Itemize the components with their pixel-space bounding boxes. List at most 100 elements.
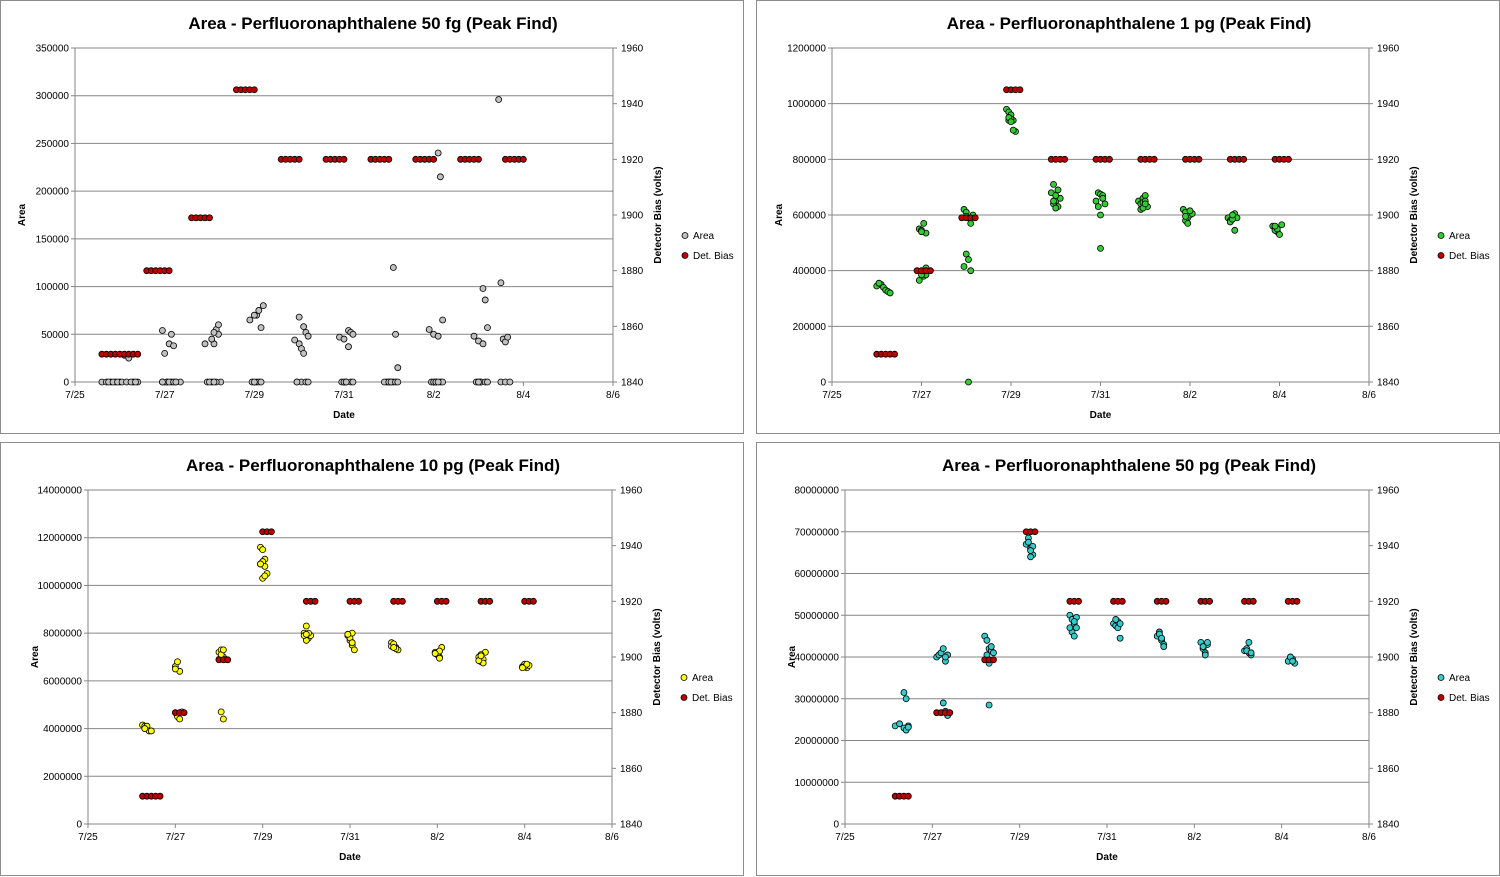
y-axis-label: Area [774,203,785,226]
chart-svg-50fg: Area - Perfluoronaphthalene 50 fg (Peak … [17,14,734,421]
y-tick-label: 1000000 [787,99,826,110]
x-axis-label: Date [333,410,355,421]
area-point [960,263,968,270]
area-point [1289,657,1296,665]
y-tick-label: 600000 [793,211,827,222]
y2-tick-label: 1960 [621,44,644,55]
y2-tick-label: 1840 [620,820,643,831]
x-tick-label: 8/2 [430,832,444,843]
area-point [215,321,222,329]
y2-axis-label: Detector Bias (volts) [1409,608,1420,705]
det-bias-point [165,267,173,275]
det-bias-point [486,597,494,605]
y2-tick-label: 1940 [1377,541,1400,552]
area-point [983,636,991,644]
area-point [340,335,348,343]
area-point [141,725,149,732]
area-point [304,332,312,340]
x-tick-label: 7/31 [334,390,354,401]
area-point [965,256,972,263]
x-tick-label: 8/2 [427,390,441,401]
area-point [1024,538,1032,546]
det-bias-point [1075,597,1083,605]
area-point [896,720,903,728]
area-point [291,336,299,344]
legend-marker [1437,674,1445,681]
area-point [345,343,352,351]
y2-tick-label: 1940 [1377,99,1400,110]
y-axis-label: Area [787,645,798,668]
area-point [1101,200,1109,208]
area-point [1050,180,1057,188]
area-point [170,342,178,350]
area-point [1052,204,1060,212]
x-tick-label: 7/25 [822,390,842,401]
area-point [1094,203,1102,211]
det-bias-point [311,597,319,605]
area-point [470,332,478,340]
area-point [300,349,308,357]
y-tick-label: 250000 [36,139,70,150]
y-tick-label: 6000000 [43,676,82,687]
area-point [436,173,444,181]
area-point [479,285,487,292]
area-point [304,378,312,386]
area-point [257,560,264,568]
area-point [208,335,216,343]
y-tick-label: 20000000 [795,736,840,747]
y2-axis-label: Detector Bias (volts) [652,608,663,705]
y2-tick-label: 1860 [620,764,643,775]
y-tick-label: 10000000 [38,581,83,592]
legend-marker [680,674,688,681]
x-tick-label: 7/27 [155,390,175,401]
chart-title: Area - Perfluoronaphthalene 1 pg (Peak F… [947,14,1312,33]
area-point [1073,624,1080,632]
y2-tick-label: 1880 [621,266,644,277]
y2-axis-label: Detector Bias (volts) [653,166,664,263]
area-point [497,279,505,287]
area-point [942,653,949,661]
det-bias-point [1240,155,1248,163]
y2-tick-label: 1940 [620,541,643,552]
det-bias-point [1061,155,1069,163]
area-point [1247,649,1255,657]
det-bias-point [1016,86,1024,94]
x-tick-label: 7/27 [912,390,932,401]
x-tick-label: 7/31 [1091,390,1111,401]
det-bias-point [1118,597,1126,605]
chart-panel-1pg: Area - Perfluoronaphthalene 1 pg (Peak F… [756,0,1500,434]
x-tick-label: 7/25 [835,832,855,843]
area-point [904,723,912,731]
y2-tick-label: 1900 [1377,653,1400,664]
area-point [1245,638,1253,646]
chart-svg-50pg: Area - Perfluoronaphthalene 50 pg (Peak … [787,456,1490,863]
y2-tick-label: 1880 [1377,266,1400,277]
y2-tick-label: 1920 [1377,155,1400,166]
area-point [342,378,350,386]
area-point [425,326,433,333]
area-point [965,378,972,386]
area-point [1099,194,1107,202]
area-point [962,250,970,258]
y2-tick-label: 1920 [621,155,644,166]
area-point [918,228,925,236]
det-bias-point [1031,528,1039,536]
y2-tick-label: 1920 [620,597,643,608]
area-point [348,639,356,647]
area-point [1204,638,1211,646]
legend-marker [681,232,689,239]
area-point [257,378,265,386]
y2-axis-label: Detector Bias (volts) [1409,166,1420,263]
area-point [1116,634,1124,642]
area-point [985,701,993,709]
det-bias-point [180,709,188,717]
x-tick-label: 8/4 [516,390,530,401]
chart-svg-10pg: Area - Perfluoronaphthalene 10 pg (Peak … [30,456,733,863]
chart-panel-50fg: Area - Perfluoronaphthalene 50 fg (Peak … [0,0,744,434]
det-bias-point [442,597,450,605]
det-bias-point [134,350,142,358]
area-point [201,340,209,348]
y2-tick-label: 1880 [620,708,643,719]
area-point [495,96,503,103]
area-point [300,323,308,331]
